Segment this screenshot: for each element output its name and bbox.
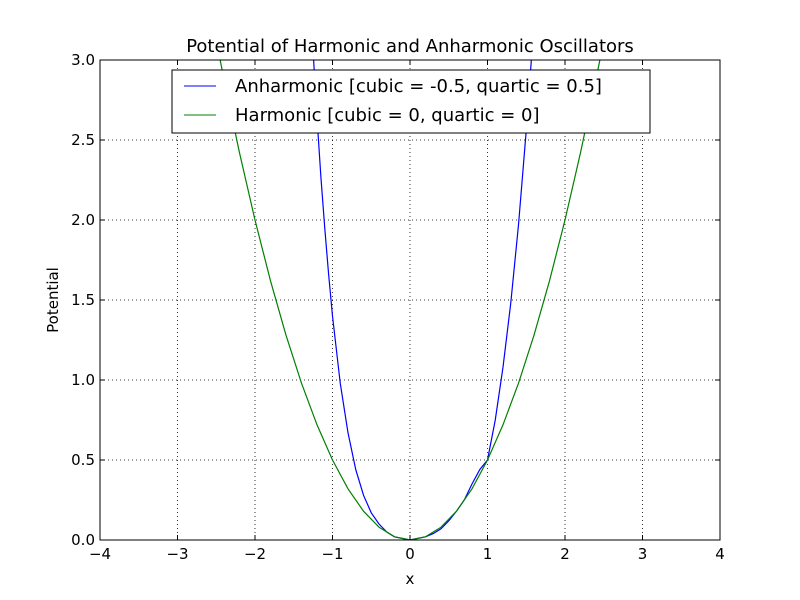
y-axis-label: Potential [44, 267, 62, 333]
legend-label-harmonic: Harmonic [cubic = 0, quartic = 0] [235, 105, 540, 126]
x-tick-label: −3 [166, 545, 188, 563]
y-tick-label: 2.5 [71, 131, 95, 149]
legend: Anharmonic [cubic = -0.5, quartic = 0.5]… [171, 69, 651, 134]
x-tick-label: 2 [560, 545, 570, 563]
x-tick-label: 1 [483, 545, 493, 563]
x-axis-label: x [406, 570, 415, 588]
y-tick-label: 3.0 [71, 51, 95, 69]
y-tick-label: 2.0 [71, 211, 95, 229]
ticks [99, 59, 721, 541]
x-tick-label: −1 [321, 545, 343, 563]
x-tick-label: 3 [638, 545, 648, 563]
y-tick-labels: 0.0 0.5 1.0 1.5 2.0 2.5 3.0 [71, 51, 95, 549]
y-tick-label: 0.0 [71, 531, 95, 549]
x-tick-label: −4 [89, 545, 111, 563]
x-tick-labels: −4 −3 −2 −1 0 1 2 3 4 [89, 545, 725, 563]
grid [100, 60, 720, 540]
y-tick-label: 1.0 [71, 371, 95, 389]
x-tick-label: 4 [715, 545, 725, 563]
series-line-harmonic [219, 60, 601, 540]
y-tick-label: 0.5 [71, 451, 95, 469]
legend-box [171, 69, 651, 134]
legend-label-anharmonic: Anharmonic [cubic = -0.5, quartic = 0.5] [235, 76, 602, 97]
y-tick-label: 1.5 [71, 291, 95, 309]
x-tick-label: −2 [244, 545, 266, 563]
x-tick-label: 0 [405, 545, 415, 563]
series-layer [219, 60, 601, 540]
chart-title: Potential of Harmonic and Anharmonic Osc… [186, 36, 634, 57]
